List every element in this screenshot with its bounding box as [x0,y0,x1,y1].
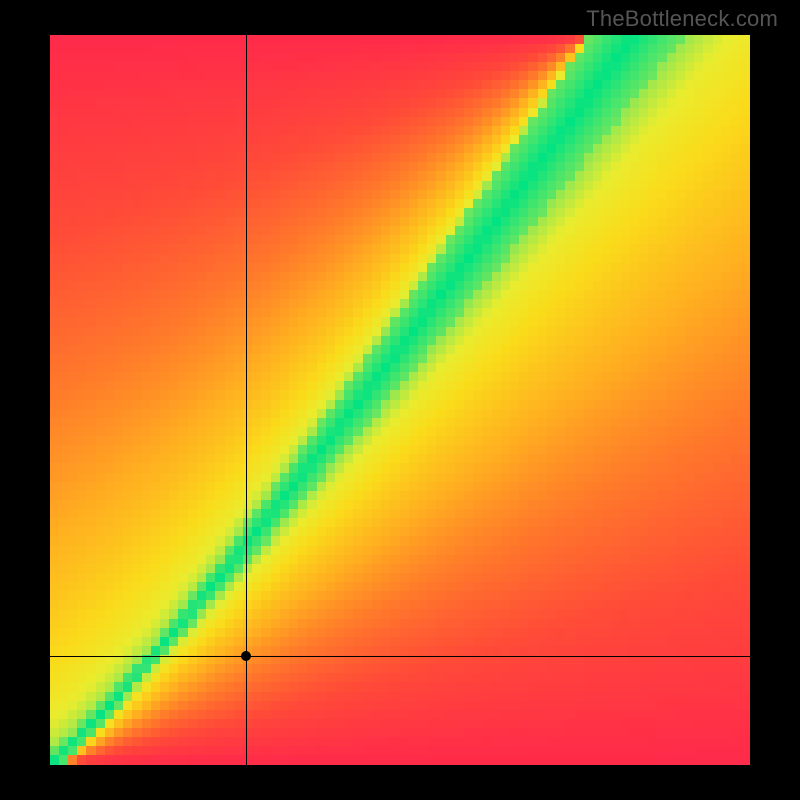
watermark-text: TheBottleneck.com [586,6,778,32]
crosshair-horizontal-line [50,656,750,657]
selected-point-marker [241,651,251,661]
